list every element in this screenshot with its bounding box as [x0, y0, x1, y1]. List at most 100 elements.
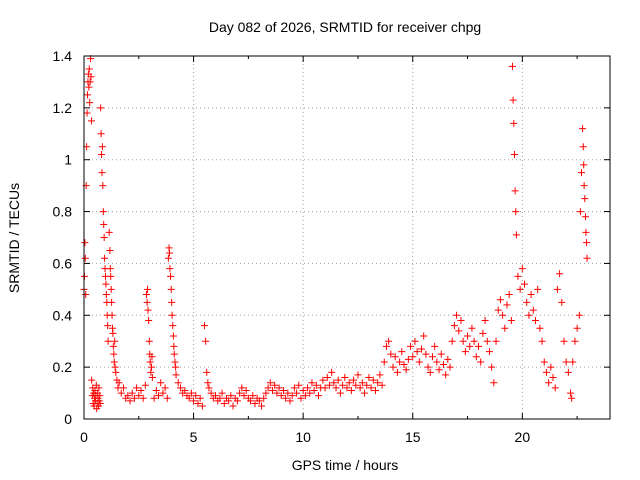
data-point [464, 332, 472, 340]
data-point [107, 272, 115, 280]
data-point [573, 324, 581, 332]
data-point [216, 394, 224, 402]
data-point [128, 389, 136, 397]
data-point [171, 358, 179, 366]
data-point [332, 384, 340, 392]
data-point [301, 392, 309, 400]
data-point [581, 213, 589, 221]
data-point [111, 337, 119, 345]
data-point [95, 384, 103, 392]
data-point [525, 311, 533, 319]
data-point [437, 350, 445, 358]
data-point [510, 119, 518, 127]
data-point [198, 402, 206, 410]
data-point [255, 397, 263, 405]
data-point [271, 381, 279, 389]
data-point [299, 386, 307, 394]
data-point [108, 298, 116, 306]
data-point [415, 358, 423, 366]
data-point [459, 337, 467, 345]
data-point [583, 239, 591, 247]
data-point [378, 381, 386, 389]
x-tick-label: 20 [515, 429, 531, 445]
data-point [341, 374, 349, 382]
data-point [431, 342, 439, 350]
data-point [96, 399, 104, 407]
x-tick-label: 10 [295, 429, 311, 445]
data-point [551, 384, 559, 392]
data-point [143, 298, 151, 306]
data-point [170, 350, 178, 358]
data-point [148, 353, 156, 361]
data-point [150, 394, 158, 402]
data-point [393, 368, 401, 376]
data-point [165, 249, 173, 257]
y-tick-label: 1.4 [53, 48, 73, 64]
data-point [374, 379, 382, 387]
data-point [481, 316, 489, 324]
data-point [439, 361, 447, 369]
data-point [560, 337, 568, 345]
data-point [172, 371, 180, 379]
data-point [159, 389, 167, 397]
data-point [582, 228, 590, 236]
data-point [148, 374, 156, 382]
data-point [306, 389, 314, 397]
data-point [413, 348, 421, 356]
data-point [387, 350, 395, 358]
data-point [135, 392, 143, 400]
data-point [155, 392, 163, 400]
data-point [343, 384, 351, 392]
data-point [583, 254, 591, 262]
data-point [277, 392, 285, 400]
data-point [490, 379, 498, 387]
data-point [310, 386, 318, 394]
data-point [389, 363, 397, 371]
y-tick-label: 1.2 [53, 100, 73, 116]
data-point [576, 208, 584, 216]
data-point [187, 389, 195, 397]
data-point [85, 83, 93, 91]
data-point [124, 392, 132, 400]
data-point [157, 379, 165, 387]
data-point [102, 291, 110, 299]
data-point [174, 379, 182, 387]
data-point [282, 394, 290, 402]
data-point [549, 374, 557, 382]
data-point [96, 392, 104, 400]
data-point [108, 311, 116, 319]
data-point [457, 316, 465, 324]
data-point [148, 363, 156, 371]
data-point [521, 280, 529, 288]
data-point [420, 332, 428, 340]
data-point [501, 324, 509, 332]
data-point [505, 291, 513, 299]
data-point [166, 265, 174, 273]
data-point [380, 358, 388, 366]
data-point [117, 389, 125, 397]
data-point [202, 337, 210, 345]
data-point [485, 348, 493, 356]
data-point [345, 379, 353, 387]
data-point [483, 337, 491, 345]
data-point [514, 272, 522, 280]
data-point [446, 363, 454, 371]
data-point [418, 345, 426, 353]
data-point [461, 348, 469, 356]
data-point [293, 389, 301, 397]
data-point [494, 306, 502, 314]
data-point [190, 397, 198, 405]
data-point [534, 285, 542, 293]
data-point [225, 397, 233, 405]
data-point [508, 62, 516, 70]
data-point [288, 392, 296, 400]
data-point [98, 143, 106, 151]
data-point [164, 254, 172, 262]
y-tick-label: 0.2 [53, 359, 73, 375]
data-point [284, 389, 292, 397]
data-point [161, 384, 169, 392]
data-point [100, 221, 108, 229]
y-tick-label: 0.4 [53, 307, 73, 323]
data-point [275, 384, 283, 392]
data-point [542, 368, 550, 376]
